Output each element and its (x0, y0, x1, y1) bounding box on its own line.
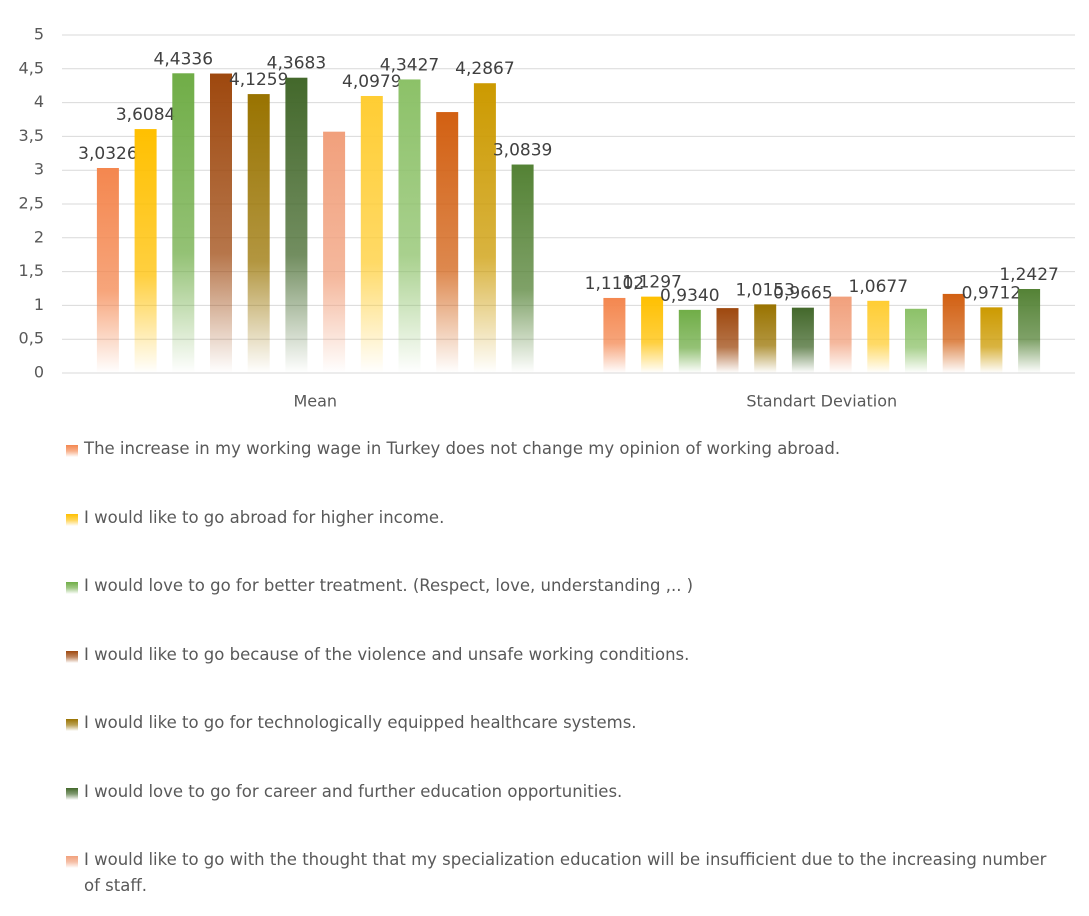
bar (360, 95, 383, 373)
bar (436, 112, 459, 374)
legend-swatch (66, 787, 78, 800)
bar (829, 296, 852, 373)
bar (603, 297, 626, 373)
data-label: 1,1102 (585, 274, 644, 294)
bar (511, 164, 534, 373)
data-label: 3,0839 (493, 141, 552, 161)
x-tick-label: Mean (293, 392, 337, 411)
legend-item: I would love to go for better treatment.… (66, 573, 1066, 642)
legend-swatch (66, 719, 78, 731)
legend-swatch (66, 582, 78, 594)
data-label: 4,4336 (154, 49, 213, 69)
y-tick-label: 0,5 (19, 329, 44, 348)
data-label: 1,2427 (999, 265, 1058, 285)
data-label: 1,1297 (622, 273, 681, 293)
data-label: 3,6084 (116, 105, 175, 125)
bar (247, 94, 270, 373)
bar (641, 296, 664, 373)
legend-label: The increase in my working wage in Turke… (84, 439, 841, 458)
legend-label: I would love to go for career and furthe… (84, 781, 623, 801)
bar (791, 307, 814, 373)
legend-item: I would love to go for career and furthe… (66, 779, 1066, 848)
bar (716, 308, 739, 373)
data-label: 0,9665 (773, 284, 832, 304)
legend-label: I would like to go for technologically e… (84, 713, 637, 732)
legend-label: I would like to go abroad for higher inc… (84, 507, 445, 527)
x-tick-label: Standart Deviation (746, 392, 897, 411)
data-label: 4,2867 (455, 59, 514, 79)
y-tick-label: 4 (34, 92, 44, 111)
legend-label: I would like to go because of the violen… (84, 644, 690, 664)
bar (754, 304, 777, 373)
data-label: 1,0677 (849, 277, 908, 297)
y-tick-label: 2,5 (19, 194, 44, 213)
bar (398, 79, 421, 374)
bar (867, 300, 890, 373)
legend-swatch (66, 513, 78, 526)
y-tick-label: 3,5 (19, 126, 44, 145)
y-tick-label: 3 (34, 160, 44, 179)
bar (172, 73, 195, 374)
legend-item: I would like to go because of the violen… (66, 642, 1066, 711)
bar (285, 77, 308, 374)
y-tick-label: 1 (34, 295, 44, 314)
legend-item: The increase in my working wage in Turke… (66, 436, 1066, 505)
bar (96, 167, 119, 373)
bar (323, 131, 346, 373)
legend-label: I would love to go for better treatment.… (84, 576, 694, 595)
legend-label: I would like to go with the thought that… (84, 850, 1047, 895)
bar (134, 129, 157, 373)
data-label: 0,9340 (660, 286, 719, 306)
legend-item: I would like to go abroad for higher inc… (66, 505, 1066, 574)
y-tick-label: 4,5 (19, 58, 44, 77)
legend-item: I would like to go for technologically e… (66, 710, 1066, 779)
y-tick-label: 1,5 (19, 261, 44, 280)
y-tick-label: 5 (34, 25, 44, 44)
legend-swatch (66, 650, 78, 663)
data-label: 0,9712 (962, 283, 1021, 303)
bar (210, 73, 232, 374)
data-label: 4,0979 (342, 72, 401, 92)
bar (1018, 288, 1041, 373)
bar (942, 293, 965, 373)
data-label: 3,0326 (78, 144, 137, 164)
data-label: 1,0153 (735, 280, 794, 300)
chart: 0 0,5 1 1,5 2 2,5 3 3,5 4 4,5 5 Mean 3,0326 3,6084 4,4… (19, 25, 1075, 411)
bar (980, 307, 1003, 373)
y-tick-label: 2 (34, 227, 44, 246)
data-label: 4,3427 (380, 55, 439, 75)
bar (678, 309, 701, 373)
legend-item: I would like to go with the thought that… (66, 847, 1066, 916)
data-label: 4,3683 (267, 54, 326, 74)
legend-swatch (66, 445, 78, 457)
y-tick-label: 0 (34, 363, 44, 382)
bar (473, 83, 496, 373)
bar (905, 308, 927, 373)
data-label: 4,1259 (229, 70, 288, 90)
legend: The increase in my working wage in Turke… (66, 436, 1066, 916)
legend-swatch (66, 856, 78, 868)
